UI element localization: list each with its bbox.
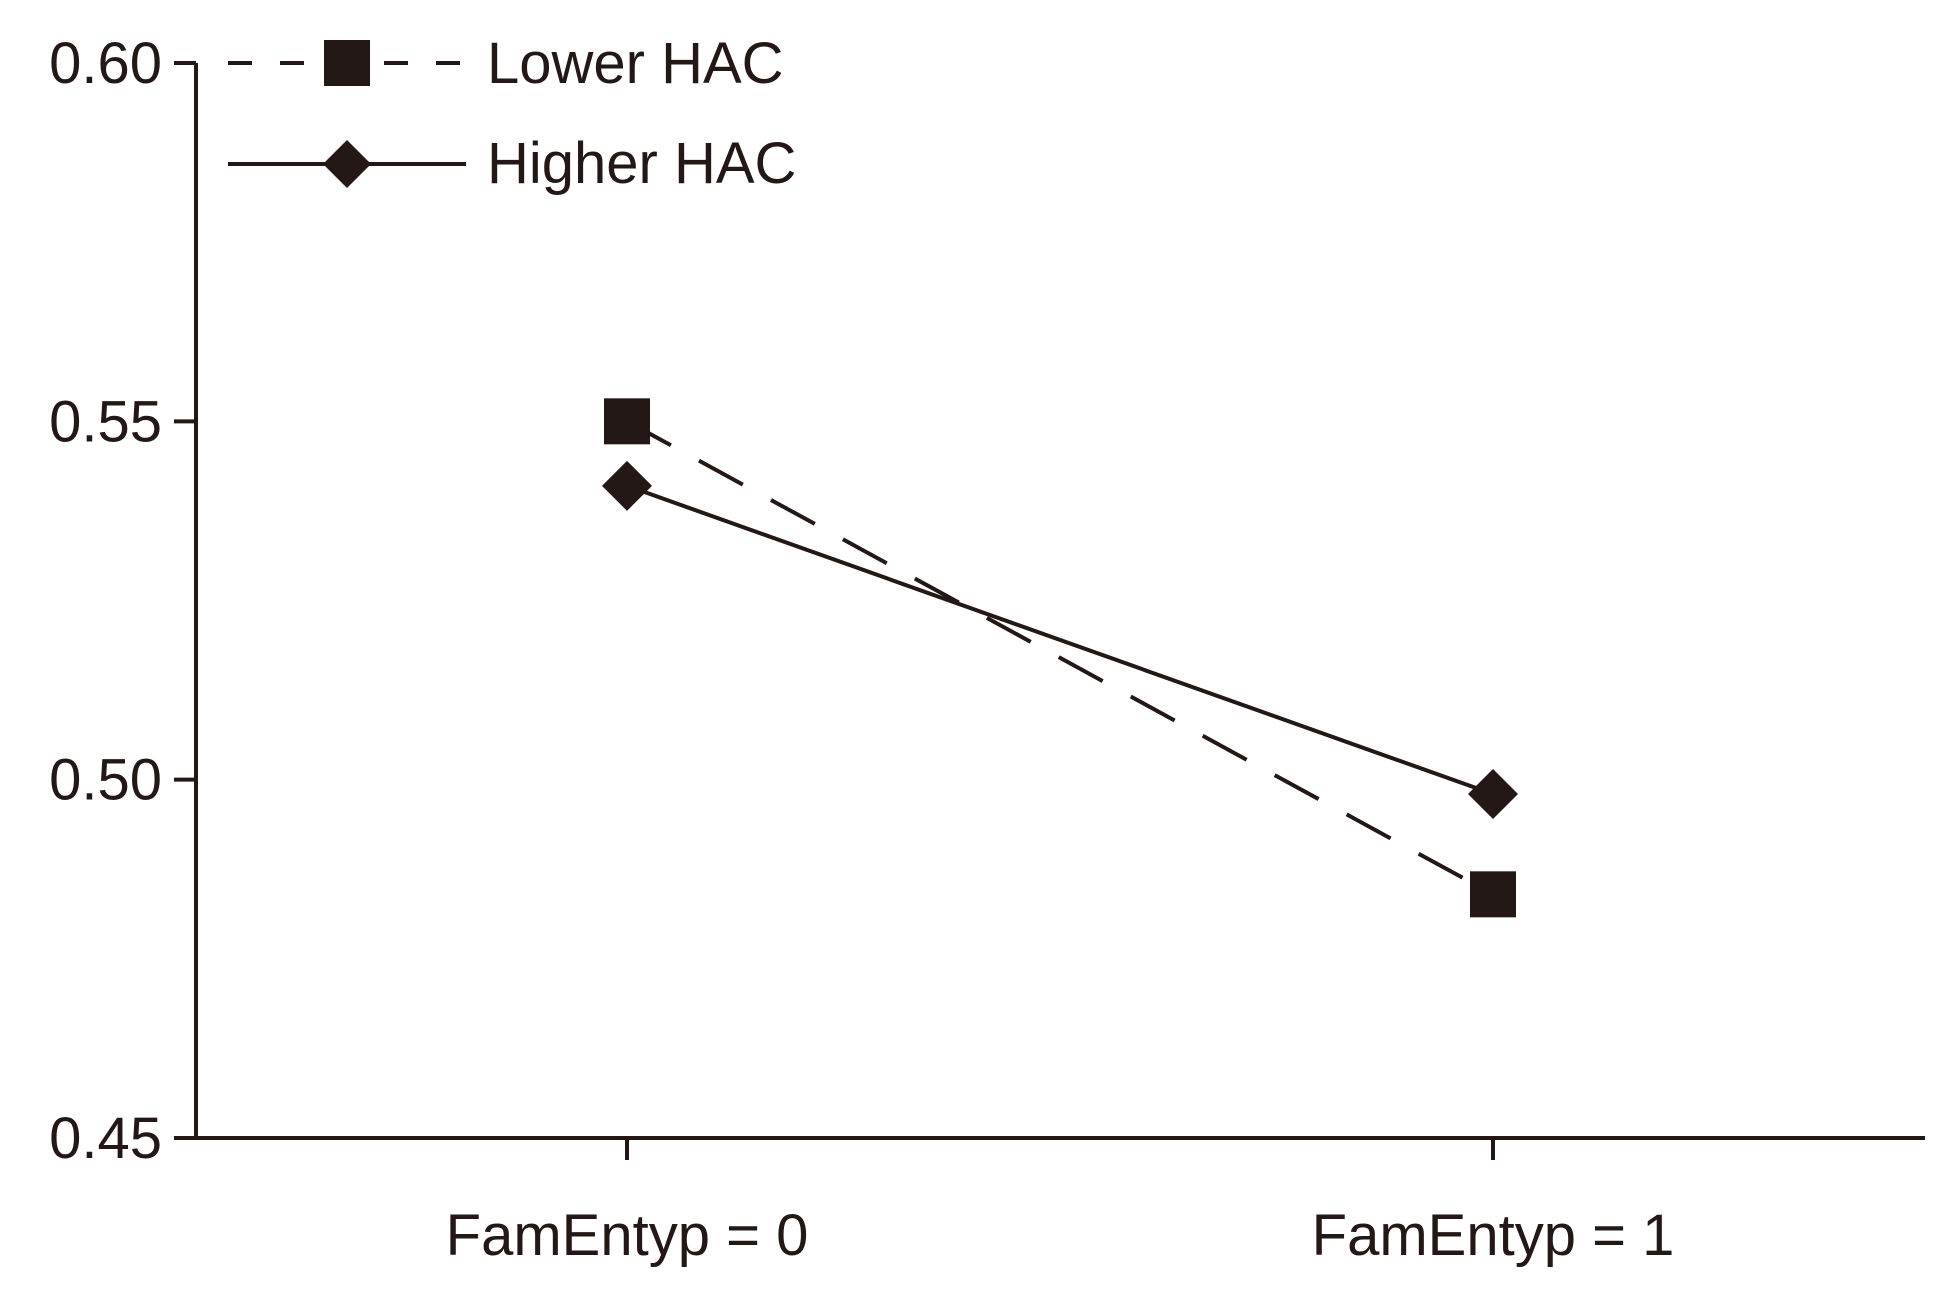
data-point xyxy=(604,398,650,445)
x-tick-label: FamEntyp = 0 xyxy=(446,1203,809,1268)
x-ticks: FamEntyp = 0 FamEntyp = 1 xyxy=(446,1138,1675,1268)
series-line xyxy=(626,419,1494,897)
series-layer xyxy=(602,398,1518,918)
series-higher-hac xyxy=(602,460,1518,819)
legend-label: Lower HAC xyxy=(487,31,784,96)
axes xyxy=(194,63,1925,1140)
y-tick-label: 0.55 xyxy=(49,389,162,454)
data-point xyxy=(1468,769,1518,819)
legend-item: Lower HAC xyxy=(228,31,784,96)
legend-label: Higher HAC xyxy=(487,131,796,196)
legend-marker xyxy=(324,40,370,86)
legend-marker xyxy=(323,140,371,188)
legend: Lower HAC Higher HAC xyxy=(228,31,796,196)
series-lower-hac xyxy=(604,398,1516,918)
y-tick-label: 0.60 xyxy=(49,31,162,96)
legend-item: Higher HAC xyxy=(228,131,796,196)
y-ticks: 0.45 0.50 0.55 0.60 xyxy=(49,31,196,1171)
y-tick-label: 0.45 xyxy=(49,1106,162,1171)
data-point xyxy=(1470,871,1516,918)
series-line xyxy=(626,483,1494,796)
y-tick-label: 0.50 xyxy=(49,748,162,813)
x-tick-label: FamEntyp = 1 xyxy=(1312,1203,1675,1268)
data-point xyxy=(602,460,652,511)
